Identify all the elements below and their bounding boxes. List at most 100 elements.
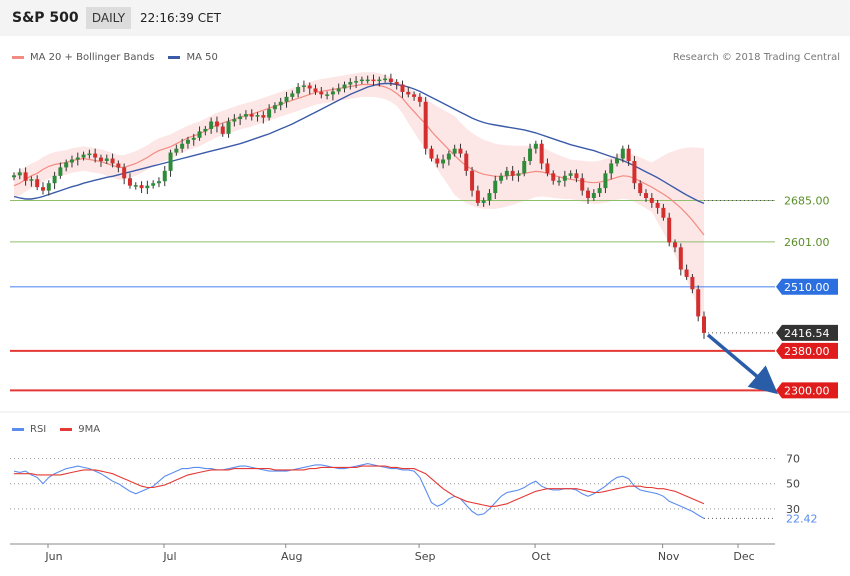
candle-body (40, 187, 45, 191)
candle-body (174, 148, 179, 153)
candle-body (197, 131, 202, 138)
candle-body (23, 172, 28, 181)
candle-body (232, 119, 237, 122)
x-tick-label: Oct (532, 550, 552, 563)
candle-body (528, 148, 533, 161)
candle-body (17, 172, 22, 176)
candle-body (377, 79, 382, 82)
candle-body (133, 185, 138, 187)
price-tag-2601.00: 2601.00 (784, 236, 830, 249)
candle-body (458, 148, 463, 154)
rsi-swatch (12, 428, 24, 431)
candle-body (35, 179, 40, 188)
candle-body (557, 180, 562, 183)
candle-body (702, 316, 706, 333)
candle-body (406, 91, 411, 95)
candle-body (243, 114, 248, 117)
symbol-title: S&P 500 (12, 10, 79, 26)
ma9-swatch (60, 428, 73, 431)
candle-body (609, 163, 614, 174)
timeframe-badge[interactable]: DAILY (86, 7, 131, 29)
candle-body (580, 178, 585, 191)
candle-body (69, 159, 74, 163)
candle-body (673, 242, 678, 248)
candle-body (655, 202, 660, 208)
candle-body (417, 96, 422, 102)
candle-body (423, 101, 428, 149)
timestamp: 22:16:39 CET (140, 11, 221, 25)
candle-body (510, 170, 515, 176)
rsi-legend-label: RSI (30, 424, 47, 435)
price-tag-bg (776, 324, 838, 341)
candle-body (180, 143, 185, 149)
candle-body (470, 170, 475, 191)
price-tag-text: 2380.00 (784, 345, 830, 358)
x-tick-label: Aug (281, 550, 302, 563)
candle-body (98, 157, 103, 161)
candle-body (597, 188, 602, 194)
ma9-legend-label: 9MA (78, 424, 101, 435)
candle-body (545, 163, 550, 174)
candle-body (29, 179, 34, 181)
candle-body (110, 158, 115, 164)
ma50-swatch (168, 56, 181, 59)
price-tag-bg (776, 382, 838, 399)
candle-body (122, 167, 127, 179)
candle-body (319, 91, 324, 95)
candle-body (649, 198, 654, 203)
candle-body (464, 153, 469, 171)
candle-body (313, 88, 318, 92)
candle-body (12, 175, 16, 178)
candle-body (603, 173, 608, 189)
candle-body (203, 128, 208, 132)
candle-body (52, 175, 57, 184)
candle-body (412, 94, 417, 97)
bollinger-band-area (14, 72, 704, 322)
chart-header: S&P 500 DAILY 22:16:39 CET (0, 0, 850, 36)
candle-body (394, 82, 399, 85)
price-tag-bg (776, 278, 838, 295)
x-tick-label: Nov (658, 550, 680, 563)
candle-body (533, 143, 538, 149)
candle-body (139, 185, 144, 189)
price-tag-text: 2601.00 (784, 236, 830, 249)
candle-body (441, 159, 446, 164)
candle-body (93, 153, 98, 158)
candle-body (487, 193, 492, 201)
x-tick-label: Sep (415, 550, 436, 563)
ma50-line (13, 82, 705, 205)
candle-body (249, 114, 254, 117)
candle-body (81, 154, 86, 158)
candle-body (359, 79, 364, 82)
candle-body (336, 88, 341, 92)
candle-body (452, 148, 457, 154)
candle-body (104, 158, 109, 161)
rsi-tick-label: 30 (786, 503, 800, 516)
candle-body (638, 183, 643, 194)
support-resistance-levels (10, 199, 775, 392)
candle-body (354, 81, 359, 83)
research-credit: Research © 2018 Trading Central (672, 52, 840, 63)
rsi-tick-label: 50 (786, 478, 800, 491)
candle-body (46, 183, 51, 191)
candle-body (209, 121, 214, 129)
candle-body (64, 162, 69, 168)
candle-body (574, 173, 579, 179)
candle-body (586, 190, 591, 198)
candle-body (667, 217, 672, 243)
candle-body (678, 247, 683, 270)
price-tag-2510.00: 2510.00 (776, 278, 838, 295)
price-tag-2416.54: 2416.54 (776, 324, 838, 341)
ma50-legend-label: MA 50 (186, 52, 218, 63)
forecast-arrow (706, 333, 779, 395)
candle-body (261, 115, 266, 118)
candle-body (156, 181, 161, 184)
candle-body (690, 276, 695, 290)
candle-body (383, 78, 388, 81)
candle-body (267, 109, 272, 118)
candle-body (301, 85, 306, 88)
price-tags: 2685.00 2601.00 2510.00 2416.54 2380.00 2300.… (776, 194, 838, 399)
candle-body (325, 94, 330, 96)
price-tag-text: 2300.00 (784, 384, 830, 397)
